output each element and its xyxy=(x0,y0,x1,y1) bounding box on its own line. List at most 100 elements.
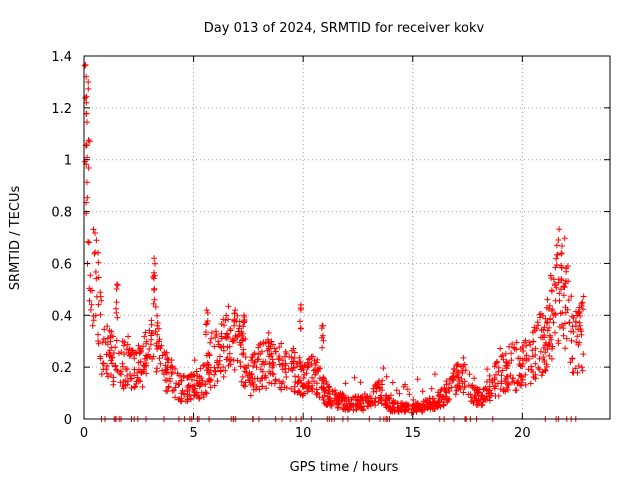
data-point xyxy=(125,333,132,340)
data-point xyxy=(226,350,233,357)
data-point xyxy=(86,297,93,304)
y-tick-label: 0.4 xyxy=(51,309,72,324)
data-point xyxy=(306,380,312,387)
data-point xyxy=(404,386,411,393)
data-point xyxy=(360,403,367,410)
y-tick-label: 0.8 xyxy=(51,206,72,221)
data-point xyxy=(518,379,525,386)
data-point xyxy=(86,285,93,292)
y-tick-label: 1.2 xyxy=(51,102,72,117)
data-point xyxy=(305,356,312,363)
data-point xyxy=(448,384,455,391)
data-point xyxy=(229,338,236,345)
data-point xyxy=(568,293,575,300)
data-point xyxy=(443,381,450,388)
data-point xyxy=(532,345,539,352)
data-point xyxy=(153,368,160,375)
data-point xyxy=(513,387,520,394)
data-point xyxy=(462,367,469,374)
data-point xyxy=(214,364,221,371)
data-point xyxy=(544,327,551,334)
data-point xyxy=(200,391,207,398)
data-point xyxy=(543,363,550,370)
data-point xyxy=(140,343,147,350)
data-point xyxy=(446,376,453,383)
data-point xyxy=(395,409,402,415)
data-point xyxy=(239,351,246,358)
data-point xyxy=(203,321,209,328)
data-point xyxy=(282,353,288,360)
data-point xyxy=(156,338,162,345)
data-point xyxy=(112,344,119,351)
data-point xyxy=(204,366,211,373)
y-axis-label: SRMTID / TECUs xyxy=(8,186,23,291)
data-point xyxy=(553,262,560,268)
data-point xyxy=(109,360,115,367)
data-point xyxy=(499,352,506,359)
data-point xyxy=(97,293,104,300)
data-point xyxy=(322,387,329,394)
data-point xyxy=(207,384,214,391)
data-point xyxy=(522,337,529,344)
data-point xyxy=(152,260,158,267)
data-point xyxy=(523,342,530,349)
data-point xyxy=(320,396,327,403)
data-point xyxy=(138,370,145,376)
data-point xyxy=(346,401,353,407)
data-point xyxy=(543,304,550,311)
data-point xyxy=(128,385,135,391)
data-point xyxy=(535,364,542,371)
data-point xyxy=(162,351,169,358)
data-point xyxy=(132,383,139,390)
data-point xyxy=(169,387,176,394)
data-point xyxy=(220,364,227,371)
data-point xyxy=(558,286,564,293)
data-point xyxy=(542,349,549,356)
data-point xyxy=(451,366,458,373)
data-point xyxy=(453,362,460,369)
data-point xyxy=(324,393,331,400)
data-point xyxy=(172,384,179,391)
axis-ticks: 0 5 10 15 20 0 0.2 0.4 0.6 0.8 1 1.2 1.4 xyxy=(51,50,610,441)
data-point xyxy=(396,390,403,397)
data-point xyxy=(203,390,210,397)
data-point xyxy=(372,382,378,389)
data-point xyxy=(482,395,489,402)
data-point xyxy=(515,377,522,384)
data-point xyxy=(404,401,411,408)
data-point xyxy=(189,376,195,383)
data-point xyxy=(509,341,516,347)
data-point xyxy=(141,363,148,370)
data-point xyxy=(162,377,169,384)
data-point xyxy=(254,356,261,363)
data-point xyxy=(300,382,307,389)
data-point xyxy=(393,387,400,394)
data-point xyxy=(487,397,493,404)
data-point xyxy=(113,305,119,312)
data-point xyxy=(191,392,198,399)
data-point xyxy=(146,346,153,352)
data-point xyxy=(551,281,558,287)
data-point xyxy=(493,371,499,378)
data-point xyxy=(95,340,102,347)
data-point xyxy=(266,360,273,367)
x-tick-label: 0 xyxy=(80,426,88,441)
data-point xyxy=(478,393,485,400)
data-point xyxy=(239,336,246,343)
data-point xyxy=(276,384,283,391)
data-point xyxy=(85,137,92,144)
data-point xyxy=(505,379,511,386)
data-point xyxy=(565,297,572,304)
data-point xyxy=(265,343,272,350)
data-point xyxy=(144,354,151,361)
data-point xyxy=(553,242,560,249)
data-point xyxy=(152,328,159,335)
data-point xyxy=(461,361,468,368)
data-point xyxy=(314,390,321,397)
data-point xyxy=(332,387,338,394)
data-point xyxy=(86,138,93,145)
data-point xyxy=(559,321,565,328)
data-point xyxy=(180,373,187,380)
data-point xyxy=(309,385,316,392)
data-point xyxy=(142,329,149,336)
